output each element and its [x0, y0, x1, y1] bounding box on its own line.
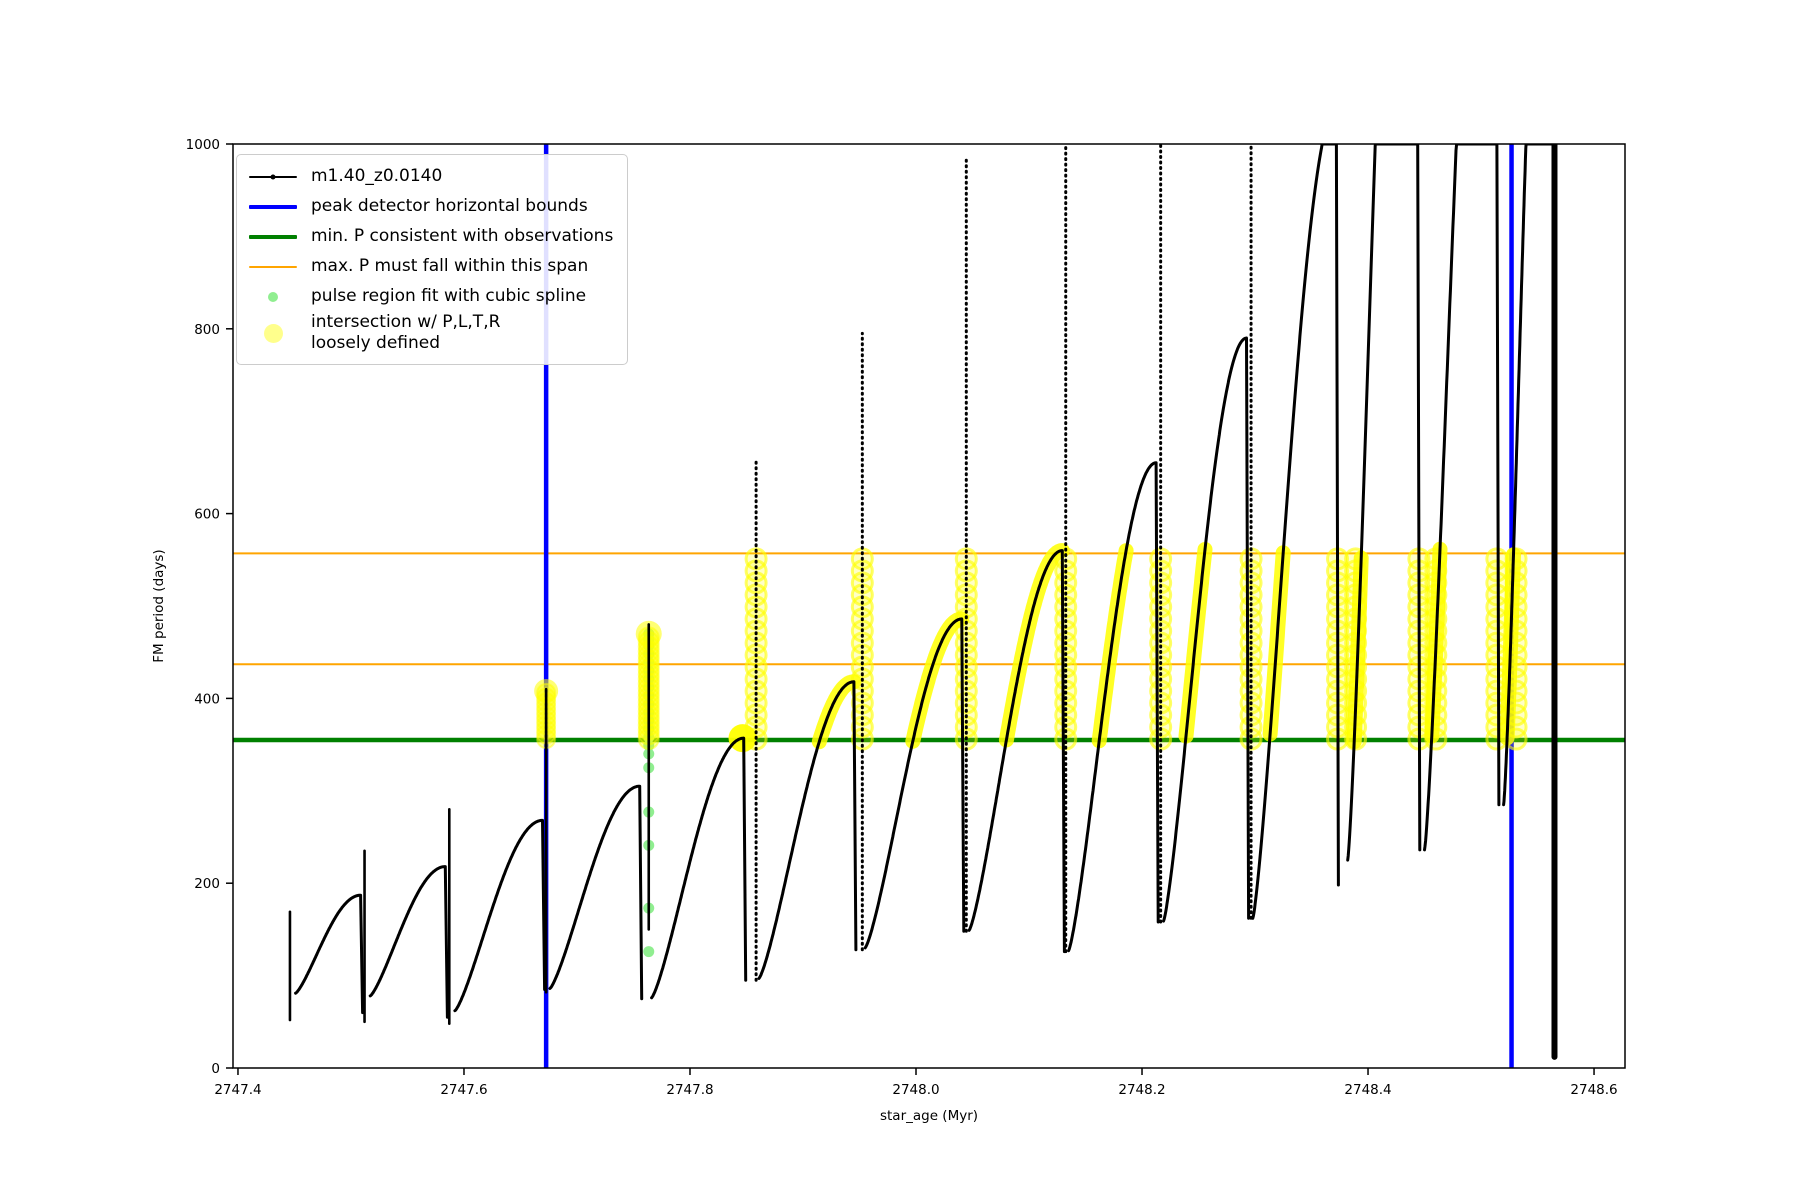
curve-segment	[863, 617, 966, 950]
legend-label: intersection w/ P,L,T,R loosely defined	[311, 312, 501, 354]
x-tick-label: 2748.0	[892, 1082, 939, 1098]
curve-segment	[1251, 144, 1340, 920]
legend-line-swatch	[247, 234, 299, 240]
curve-segment	[1423, 144, 1501, 852]
curve-layer	[288, 144, 1558, 1060]
pulse-fit-dot	[643, 946, 655, 958]
legend-label: pulse region fit with cubic spline	[311, 286, 587, 307]
x-tick-label: 2747.4	[214, 1082, 261, 1098]
legend-entry-5: intersection w/ P,L,T,R loosely defined	[247, 312, 613, 355]
x-tick-label: 2748.4	[1344, 1082, 1391, 1098]
legend-line-icon	[249, 266, 297, 268]
legend-label: min. P consistent with observations	[311, 226, 614, 247]
legend-point-marker-icon	[270, 174, 276, 180]
curve-segment	[453, 818, 547, 1013]
curve-segment	[757, 680, 858, 980]
y-tick-label: 400	[194, 691, 220, 707]
x-tick-label: 2748.2	[1118, 1082, 1165, 1098]
legend-line-swatch	[247, 174, 299, 180]
curve-segment	[650, 736, 748, 1000]
y-tick-label: 1000	[186, 137, 220, 153]
curve-segment	[548, 784, 644, 1001]
intersection-ring	[1504, 547, 1528, 571]
curve-segment	[1067, 461, 1160, 953]
intersection-highlight	[905, 611, 970, 749]
x-axis-label: star_age (Myr)	[880, 1108, 978, 1124]
legend-label: m1.40_z0.0140	[311, 166, 443, 187]
intersection-highlight	[998, 543, 1070, 748]
x-tick-label: 2748.6	[1570, 1082, 1617, 1098]
curve-segment	[368, 865, 449, 1019]
legend-line-swatch	[247, 204, 299, 210]
y-tick-label: 800	[194, 322, 220, 338]
legend-dot-swatch	[247, 323, 299, 343]
y-tick-label: 0	[211, 1061, 220, 1077]
legend-line-icon	[249, 204, 297, 210]
legend-line-icon	[249, 234, 297, 240]
curve-segment	[294, 893, 365, 1015]
intersection-ring	[1424, 547, 1448, 571]
y-axis-label: FM period (days)	[151, 549, 167, 662]
legend-entry-4: pulse region fit with cubic spline	[247, 282, 613, 312]
legend-entry-3: max. P must fall within this span	[247, 252, 613, 282]
legend-entry-0: m1.40_z0.0140	[247, 162, 613, 192]
legend-label: peak detector horizontal bounds	[311, 196, 588, 217]
legend-marker-icon	[263, 323, 283, 343]
x-tick-label: 2747.6	[440, 1082, 487, 1098]
curve-segment	[1346, 144, 1422, 862]
curve-segment	[967, 549, 1066, 954]
legend-line-swatch	[247, 266, 299, 268]
legend-entry-1: peak detector horizontal bounds	[247, 192, 613, 222]
curve-segment	[1502, 144, 1555, 807]
intersection-highlight	[811, 674, 862, 750]
plot-frame	[232, 143, 1626, 1069]
y-tick-label: 600	[194, 507, 220, 523]
x-tick-label: 2747.8	[666, 1082, 713, 1098]
axes-layer: 2747.4 2747.6 2747.8 2748.0 2748.2 2748.4 2748…	[186, 137, 1626, 1098]
curve-segment	[1162, 336, 1251, 923]
legend-entry-2: min. P consistent with observations	[247, 222, 613, 252]
legend-label: max. P must fall within this span	[311, 256, 589, 277]
y-tick-label: 200	[194, 876, 220, 892]
legend-dot-swatch	[247, 292, 299, 302]
legend-marker-icon	[268, 292, 278, 302]
